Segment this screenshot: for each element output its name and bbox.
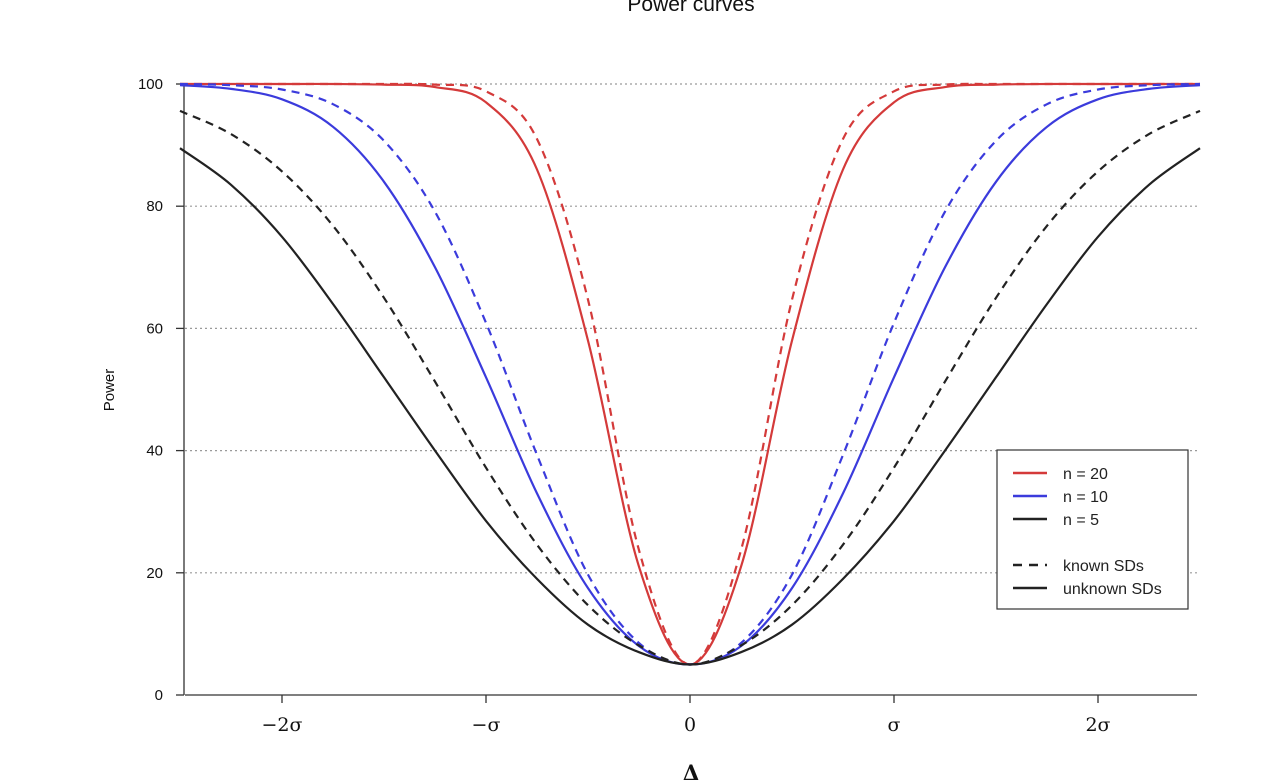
legend-label: n = 5 xyxy=(1063,512,1099,529)
axes: 0 20 40 60 80 100 −2σ −σ 0 σ 2σ xyxy=(138,76,1197,736)
legend-label: n = 20 xyxy=(1063,466,1108,483)
legend-label: unknown SDs xyxy=(1063,581,1162,598)
legend-label: n = 10 xyxy=(1063,489,1108,506)
x-axis-label: Δ xyxy=(683,760,699,784)
y-tick-label: 40 xyxy=(146,443,163,460)
x-tick-label: 2σ xyxy=(1085,714,1110,736)
x-tick-label: σ xyxy=(888,714,901,736)
chart-title: Power curves xyxy=(627,0,754,16)
x-tick-label: −2σ xyxy=(262,714,303,736)
y-tick-label: 0 xyxy=(155,687,163,704)
series-line-5 xyxy=(179,147,1201,666)
grid-lines xyxy=(185,83,1197,574)
x-tick-label: 0 xyxy=(684,714,696,736)
legend-box xyxy=(996,449,1189,610)
legend-label: known SDs xyxy=(1063,558,1144,575)
y-tick-label: 80 xyxy=(146,198,163,215)
x-tick-label: −σ xyxy=(472,714,501,736)
series-group xyxy=(179,82,1201,666)
y-tick-label: 100 xyxy=(138,76,163,93)
y-tick-label: 60 xyxy=(146,320,163,337)
y-tick-label: 20 xyxy=(146,565,163,582)
legend: n = 20 n = 10 n = 5 known SDs unknown SDs xyxy=(996,449,1189,610)
y-axis-label: Power xyxy=(101,369,118,412)
